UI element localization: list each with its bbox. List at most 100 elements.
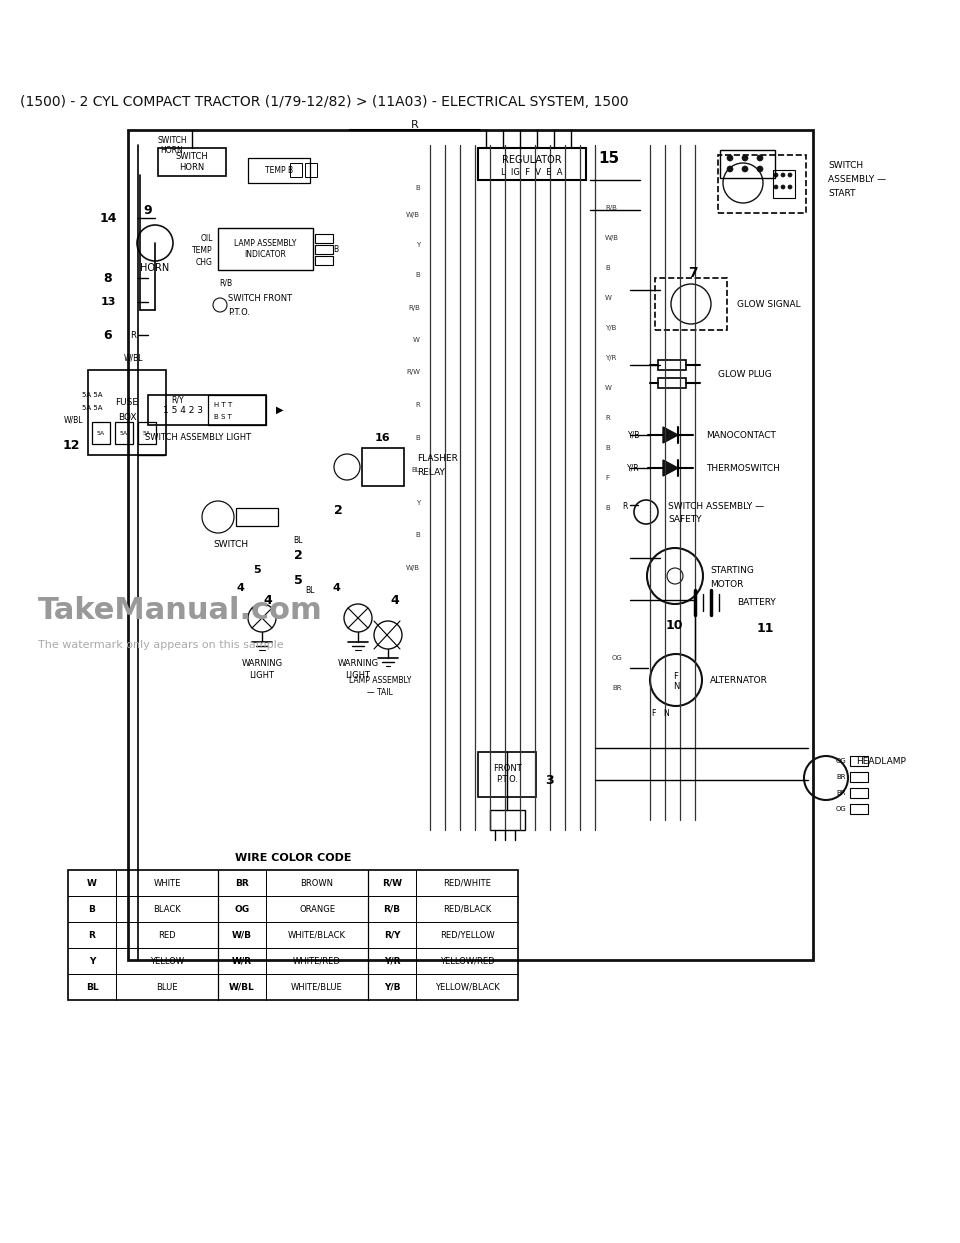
Text: HEADLAMP: HEADLAMP [856, 757, 906, 767]
Text: BOX: BOX [118, 413, 136, 423]
Text: B: B [416, 435, 420, 441]
Bar [720, 150, 775, 178]
Bar [490, 810, 525, 830]
Text: W/R: W/R [232, 957, 252, 966]
Text: W/BL: W/BL [123, 353, 143, 363]
Text: W/BL: W/BL [229, 982, 254, 992]
Text: SWITCH FRONT: SWITCH FRONT [228, 293, 292, 302]
Bar [248, 158, 310, 183]
Circle shape [742, 155, 748, 162]
Text: R/B: R/B [605, 205, 617, 211]
Bar [658, 378, 686, 388]
Text: R: R [88, 931, 95, 940]
Text: SAFETY: SAFETY [668, 515, 702, 523]
Text: N: N [663, 709, 669, 717]
Bar [305, 163, 317, 177]
Text: 14: 14 [99, 211, 117, 225]
Bar [362, 447, 404, 486]
Text: (1500) - 2 CYL COMPACT TRACTOR (1/79-12/82) > (11A03) - ELECTRICAL SYSTEM, 1500: (1500) - 2 CYL COMPACT TRACTOR (1/79-12/… [20, 94, 629, 109]
Text: BROWN: BROWN [300, 879, 333, 888]
Bar [290, 163, 302, 177]
Bar [658, 360, 686, 370]
Bar [478, 148, 586, 180]
Text: SWITCH: SWITCH [828, 160, 863, 169]
Text: RED/WHITE: RED/WHITE [444, 879, 491, 888]
Text: 4: 4 [391, 593, 399, 607]
Text: 5A: 5A [120, 430, 128, 435]
Text: SWITCH: SWITCH [157, 135, 187, 144]
Polygon shape [663, 428, 678, 443]
Text: 7: 7 [688, 266, 698, 280]
Text: BL: BL [294, 536, 302, 544]
Text: REGULATOR: REGULATOR [502, 155, 562, 165]
Text: B: B [88, 905, 95, 914]
Text: R: R [623, 501, 628, 511]
Bar [92, 423, 110, 444]
Text: Y/R: Y/R [628, 464, 640, 472]
Text: OIL: OIL [201, 234, 213, 242]
Bar [115, 423, 133, 444]
Text: SWITCH ASSEMBLY LIGHT: SWITCH ASSEMBLY LIGHT [145, 433, 252, 441]
Circle shape [788, 185, 792, 189]
Bar [158, 148, 226, 177]
Text: B: B [333, 245, 338, 254]
Bar [315, 234, 333, 242]
Text: W: W [413, 337, 420, 343]
Text: Y/B: Y/B [628, 430, 640, 440]
Bar [850, 756, 868, 766]
Text: R/Y: R/Y [384, 931, 400, 940]
Text: W/B: W/B [232, 931, 252, 940]
Text: BR: BR [612, 685, 621, 691]
Text: H T T: H T T [214, 401, 232, 408]
Text: WHITE: WHITE [154, 879, 180, 888]
Text: RED/YELLOW: RED/YELLOW [440, 931, 494, 940]
Text: B: B [605, 505, 610, 511]
Text: BR: BR [836, 791, 846, 796]
Text: BL: BL [85, 982, 98, 992]
Text: BATTERY: BATTERY [737, 598, 776, 607]
Bar [236, 508, 278, 526]
Text: HORN: HORN [160, 145, 183, 154]
Text: Y: Y [89, 957, 95, 966]
Text: WIRE COLOR CODE: WIRE COLOR CODE [235, 853, 351, 863]
Text: Y/R: Y/R [384, 957, 400, 966]
Text: R: R [416, 401, 420, 408]
Text: 9: 9 [144, 204, 153, 216]
Text: 6: 6 [104, 328, 112, 342]
Text: FUSE: FUSE [115, 398, 138, 406]
Text: YELLOW/RED: YELLOW/RED [440, 957, 494, 966]
Text: OG: OG [234, 905, 250, 914]
Text: F: F [674, 671, 679, 680]
Bar [128, 131, 813, 960]
Text: W/B: W/B [605, 235, 619, 241]
Text: 1 5 4 2 3: 1 5 4 2 3 [163, 405, 203, 414]
Text: YELLOW/BLACK: YELLOW/BLACK [435, 982, 499, 992]
Bar [88, 370, 166, 455]
Text: FRONT
P.T.O.: FRONT P.T.O. [492, 764, 521, 783]
Text: TEMP: TEMP [192, 246, 213, 255]
Text: L  IG  F  V  E  A: L IG F V E A [501, 168, 563, 177]
Text: FLASHER: FLASHER [417, 454, 458, 462]
Text: WARNING: WARNING [337, 659, 378, 667]
Text: HORN: HORN [140, 264, 170, 273]
Text: W: W [605, 385, 612, 392]
Text: R: R [411, 121, 419, 131]
Text: 4: 4 [264, 593, 273, 607]
Text: THERMOSWITCH: THERMOSWITCH [706, 464, 780, 472]
Bar [478, 752, 536, 797]
Bar [655, 278, 727, 329]
Text: 5: 5 [294, 573, 302, 587]
Bar [68, 870, 518, 1001]
Text: 13: 13 [100, 297, 116, 307]
Text: 10: 10 [665, 619, 683, 631]
Text: STARTING: STARTING [710, 566, 754, 574]
Text: B: B [416, 185, 420, 191]
Bar [315, 256, 333, 265]
Text: R: R [605, 415, 610, 421]
Circle shape [774, 173, 778, 177]
Bar [850, 804, 868, 814]
Text: Y/R: Y/R [605, 355, 616, 360]
Circle shape [774, 185, 778, 189]
Text: YELLOW: YELLOW [150, 957, 184, 966]
Text: R/B: R/B [408, 305, 420, 311]
